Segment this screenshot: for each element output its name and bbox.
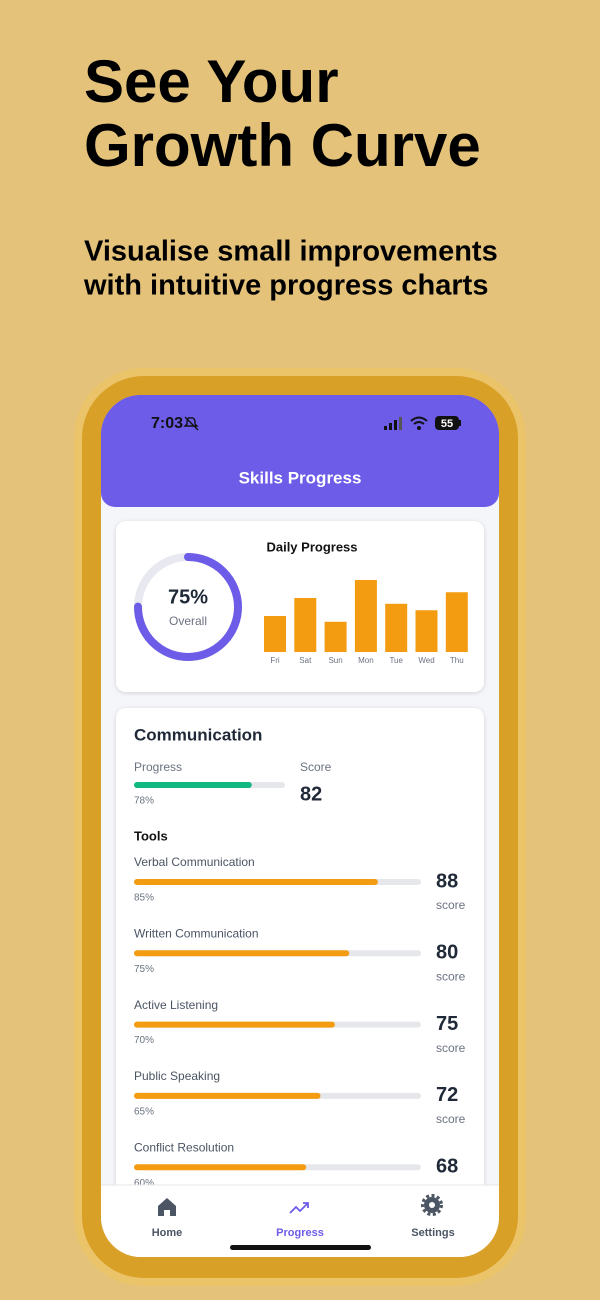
tool-name: Conflict Resolution	[134, 1140, 234, 1154]
tool-name: Public Speaking	[134, 1069, 220, 1083]
tool-score: 68	[436, 1155, 458, 1177]
tool-progress-label: 70%	[134, 1035, 154, 1046]
skill-name: Communication	[134, 725, 262, 744]
tool-score: 80	[436, 942, 458, 964]
score-heading: Score	[300, 760, 332, 774]
tool-fill	[134, 1021, 335, 1028]
daily-bar	[385, 603, 408, 652]
progress-label: 78%	[134, 796, 154, 807]
score-value: 82	[300, 783, 322, 805]
tool-fill	[134, 879, 378, 885]
tool-progress-label: 65%	[134, 1107, 154, 1118]
daily-bar	[324, 621, 347, 652]
daily-bar	[415, 610, 438, 652]
tool-progress-label: 85%	[134, 893, 154, 904]
daily-bar	[354, 580, 377, 652]
day-label: Fri	[270, 656, 280, 665]
progress-icon[interactable]	[289, 1202, 309, 1214]
ring-value: 75%	[168, 586, 208, 608]
tool-name: Written Communication	[134, 926, 259, 940]
day-label: Sun	[328, 656, 342, 665]
screen-title: Skills Progress	[239, 468, 362, 487]
day-label: Thu	[450, 656, 464, 665]
subheadline: Visualise small improvements	[84, 236, 498, 268]
tool-name: Verbal Communication	[134, 855, 255, 869]
progress-heading: Progress	[134, 760, 182, 774]
status-icons	[183, 416, 461, 431]
ring-progress	[134, 553, 242, 661]
home-icon[interactable]	[158, 1198, 176, 1216]
tab-label[interactable]: Progress	[276, 1227, 324, 1239]
progress-fill	[134, 782, 252, 788]
tool-score: 88	[436, 870, 458, 892]
skill-card	[116, 708, 484, 1248]
tool-score: 72	[436, 1084, 458, 1106]
tab-label[interactable]: Home	[152, 1227, 183, 1239]
day-label: Sat	[299, 656, 312, 665]
chart-title: Daily Progress	[266, 539, 357, 554]
daily-bar	[294, 598, 317, 652]
tool-score: 75	[436, 1013, 458, 1035]
screen: 7:03 55 Skills Progress 75% Overall Daily …	[101, 395, 499, 1257]
headline: See Your	[84, 48, 339, 115]
tool-score-unit: score	[436, 1041, 466, 1055]
home-indicator	[230, 1245, 371, 1250]
day-label: Wed	[418, 656, 434, 665]
daily-bar	[445, 592, 468, 652]
subheadline: with intuitive progress charts	[83, 270, 488, 302]
tools-heading: Tools	[134, 828, 168, 843]
tool-name: Active Listening	[134, 998, 218, 1012]
status-time: 7:03	[151, 415, 183, 432]
tool-score-unit: score	[436, 1112, 466, 1126]
day-label: Tue	[389, 656, 403, 665]
tool-progress-label: 75%	[134, 964, 154, 975]
tool-fill	[134, 1164, 307, 1171]
battery-level: 55	[441, 418, 453, 430]
tool-score-unit: score	[436, 898, 466, 912]
tab-label[interactable]: Settings	[411, 1227, 454, 1239]
daily-bar	[264, 616, 286, 652]
headline: Growth Curve	[84, 112, 481, 179]
settings-icon[interactable]	[421, 1194, 443, 1216]
tool-progress-label: 60%	[134, 1178, 154, 1189]
tool-fill	[134, 950, 350, 957]
tool-fill	[134, 1092, 321, 1099]
day-label: Mon	[358, 656, 374, 665]
ring-caption: Overall	[169, 614, 207, 628]
tool-score-unit: score	[436, 969, 466, 983]
app-header	[101, 395, 499, 485]
